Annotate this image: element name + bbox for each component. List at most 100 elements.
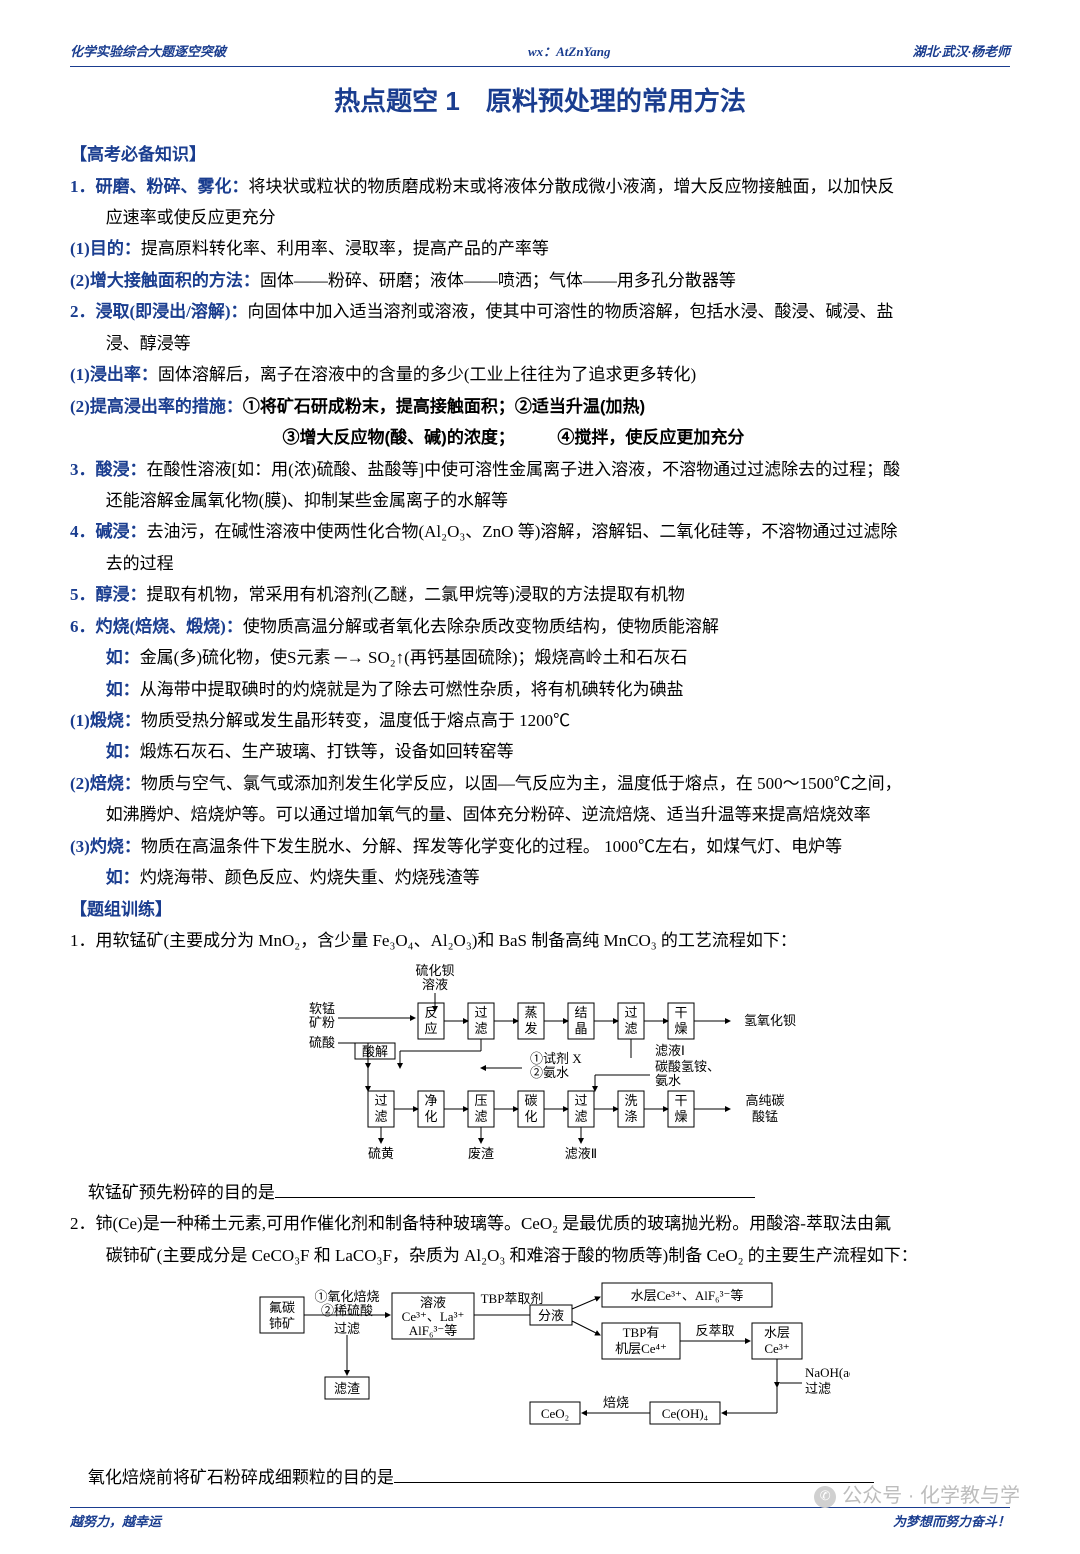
svg-text:化: 化 xyxy=(424,1109,437,1124)
item-4-cont: 去的过程 xyxy=(70,548,1010,579)
svg-text:晶: 晶 xyxy=(574,1021,587,1036)
item-1-cont: 应速率或使反应更充分 xyxy=(70,202,1010,233)
svg-text:Ce(OH)₄: Ce(OH)₄ xyxy=(662,1406,709,1421)
diagram-1: 硫化钡 溶液 软锰 矿粉 硫酸 反应 过滤 蒸发 结晶 过滤 干燥 氢氧化钡 酸… xyxy=(70,963,1010,1173)
svg-text:反: 反 xyxy=(424,1005,437,1020)
item-2-cont: 浸、醇浸等 xyxy=(70,328,1010,359)
svg-text:滤: 滤 xyxy=(474,1109,487,1124)
header-center: wx：AtZnYang xyxy=(528,40,611,64)
item-6-1: (1)煅烧：物质受热分解或发生晶形转变，温度低于熔点高于 1200℃ xyxy=(70,705,1010,736)
item-2-1: (1)浸出率：固体溶解后，离子在溶液中的含量的多少(工业上往往为了追求更多转化) xyxy=(70,359,1010,390)
item-4: 4．碱浸：去油污，在碱性溶液中使两性化合物(Al₂O₃、ZnO 等)溶解，溶解铝… xyxy=(70,516,1010,547)
svg-text:氟碳: 氟碳 xyxy=(269,1300,295,1315)
svg-text:水层Ce³⁺、AlF₆³⁻等: 水层Ce³⁺、AlF₆³⁻等 xyxy=(631,1288,744,1303)
svg-text:TBP有: TBP有 xyxy=(623,1325,660,1340)
svg-text:滤: 滤 xyxy=(574,1109,587,1124)
watermark: ✆ 公众号 · 化学教与学 xyxy=(814,1478,1020,1515)
svg-text:反萃取: 反萃取 xyxy=(695,1323,734,1338)
svg-text:分液: 分液 xyxy=(538,1308,564,1323)
question-2-line2: 碳铈矿(主要成分是 CeCO₃F 和 LaCO₃F，杂质为 Al₂O₃ 和难溶于… xyxy=(70,1240,1010,1271)
question-1-answer: 软锰矿预先粉碎的目的是 xyxy=(70,1177,1010,1208)
page-header: 化学实验综合大题逐空突破 wx：AtZnYang 湖北·武汉·杨老师 xyxy=(70,40,1010,67)
svg-text:Ce³⁺、La³⁺: Ce³⁺、La³⁺ xyxy=(402,1309,465,1324)
svg-text:酸锰: 酸锰 xyxy=(752,1109,778,1124)
svg-text:硫黄: 硫黄 xyxy=(368,1146,394,1161)
header-right: 湖北·武汉·杨老师 xyxy=(912,40,1010,64)
svg-text:干: 干 xyxy=(674,1093,687,1108)
svg-text:Ce³⁺: Ce³⁺ xyxy=(764,1341,789,1356)
svg-text:①试剂 X: ①试剂 X xyxy=(530,1051,582,1066)
item-3: 3．酸浸：在酸性溶液[如：用(浓)硫酸、盐酸等]中使可溶性金属离子进入溶液，不溶… xyxy=(70,454,1010,485)
svg-text:过: 过 xyxy=(474,1005,487,1020)
d1-top-in: 硫化钡 xyxy=(415,963,454,978)
header-left: 化学实验综合大题逐空突破 xyxy=(70,40,226,64)
svg-text:废渣: 废渣 xyxy=(468,1146,494,1161)
svg-text:①氧化焙烧: ①氧化焙烧 xyxy=(314,1289,379,1304)
item-5: 5．醇浸：提取有机物，常采用有机溶剂(乙醚，二氯甲烷等)浸取的方法提取有机物 xyxy=(70,579,1010,610)
svg-text:滤: 滤 xyxy=(624,1021,637,1036)
question-1: 1．用软锰矿(主要成分为 MnO₂，含少量 Fe₃O₄、Al₂O₃)和 BaS … xyxy=(70,925,1010,956)
item-2: 2．浸取(即浸出/溶解)：向固体中加入适当溶剂或溶液，使其中可溶性的物质溶解，包… xyxy=(70,296,1010,327)
item-6-3-eg: 如：灼烧海带、颜色反应、灼烧失重、灼烧残渣等 xyxy=(70,862,1010,893)
item-2-2-line2: ③增大反应物(酸、碱)的浓度； ④搅拌，使反应更加充分 xyxy=(70,422,1010,453)
svg-text:水层: 水层 xyxy=(764,1325,790,1340)
svg-text:氨水: 氨水 xyxy=(655,1073,681,1088)
svg-text:净: 净 xyxy=(424,1093,437,1108)
section-knowledge-head: 【高考必备知识】 xyxy=(70,139,1010,170)
svg-text:过滤: 过滤 xyxy=(334,1321,360,1336)
svg-text:发: 发 xyxy=(524,1021,537,1036)
svg-text:AlF₆³⁻等: AlF₆³⁻等 xyxy=(409,1323,458,1338)
svg-text:TBP萃取剂: TBP萃取剂 xyxy=(481,1291,544,1306)
section-practice-head: 【题组训练】 xyxy=(70,894,1010,925)
item-6-2: (2)焙烧：物质与空气、氯气或添加剂发生化学反应，以固—气反应为主，温度低于熔点… xyxy=(70,768,1010,799)
item-1-1: (1)目的：提高原料转化率、利用率、浸取率，提高产品的产率等 xyxy=(70,233,1010,264)
item-6-3: (3)灼烧：物质在高温条件下发生脱水、分解、挥发等化学变化的过程。 1000℃左… xyxy=(70,831,1010,862)
item-2-2: (2)提高浸出率的措施：①将矿石研成粉末，提高接触面积；②适当升温(加热) xyxy=(70,391,1010,422)
item-6-2-cont: 如沸腾炉、焙烧炉等。可以通过增加氧气的量、固体充分粉碎、逆流焙烧、适当升温等来提… xyxy=(70,799,1010,830)
svg-text:蒸: 蒸 xyxy=(524,1005,537,1020)
svg-text:矿粉: 矿粉 xyxy=(309,1015,335,1030)
diagram-2: 氟碳铈矿 ①氧化焙烧 ②稀硫酸 过滤 溶液 Ce³⁺、La³⁺ AlF₆³⁻等 … xyxy=(70,1277,1010,1457)
item-6-eg2: 如：从海带中提取碘时的灼烧就是为了除去可燃性杂质，将有机碘转化为碘盐 xyxy=(70,674,1010,705)
svg-text:过: 过 xyxy=(574,1093,587,1108)
item-6-1-eg: 如：煅炼石灰石、生产玻璃、打铁等，设备如回转窑等 xyxy=(70,736,1010,767)
svg-text:燥: 燥 xyxy=(674,1109,687,1124)
item-6: 6．灼烧(焙烧、煅烧)：使物质高温分解或者氧化去除杂质改变物质结构，使物质能溶解 xyxy=(70,611,1010,642)
svg-text:化: 化 xyxy=(524,1109,537,1124)
question-2-line1: 2．铈(Ce)是一种稀土元素,可用作催化剂和制备特种玻璃等。CeO₂ 是最优质的… xyxy=(70,1208,1010,1239)
svg-text:滤: 滤 xyxy=(474,1021,487,1036)
svg-text:过: 过 xyxy=(624,1005,637,1020)
svg-text:应: 应 xyxy=(424,1021,437,1036)
svg-text:焙烧: 焙烧 xyxy=(603,1395,629,1410)
svg-text:硫酸: 硫酸 xyxy=(309,1035,335,1050)
svg-text:机层Ce⁴⁺: 机层Ce⁴⁺ xyxy=(615,1341,667,1356)
item-1: 1．研磨、粉碎、雾化：将块状或粒状的物质磨成粉末或将液体分散成微小液滴，增大反应… xyxy=(70,171,1010,202)
svg-text:结: 结 xyxy=(574,1005,587,1020)
svg-text:溶液: 溶液 xyxy=(420,1295,446,1310)
svg-text:过: 过 xyxy=(374,1093,387,1108)
svg-text:氢氧化钡: 氢氧化钡 xyxy=(744,1013,796,1028)
svg-text:碳: 碳 xyxy=(524,1093,537,1108)
svg-text:NaOH(aq): NaOH(aq) xyxy=(805,1365,850,1380)
svg-text:溶液: 溶液 xyxy=(422,977,448,992)
svg-text:酸解: 酸解 xyxy=(362,1044,388,1059)
svg-text:铈矿: 铈矿 xyxy=(269,1316,295,1331)
svg-text:滤液Ⅰ: 滤液Ⅰ xyxy=(655,1043,685,1058)
item-1-2: (2)增大接触面积的方法：固体——粉碎、研磨；液体——喷洒；气体——用多孔分散器… xyxy=(70,265,1010,296)
svg-text:压: 压 xyxy=(474,1093,487,1108)
wechat-icon: ✆ xyxy=(814,1486,836,1508)
svg-text:高纯碳: 高纯碳 xyxy=(745,1093,784,1108)
svg-text:CeO₂: CeO₂ xyxy=(541,1406,569,1421)
svg-text:碳酸氢铵、: 碳酸氢铵、 xyxy=(655,1059,720,1074)
svg-text:滤: 滤 xyxy=(374,1109,387,1124)
svg-text:洗: 洗 xyxy=(624,1093,637,1108)
item-6-eg1: 如：金属(多)硫化物，使S元素 ─→ SO₂↑(再钙基固硫除)；煅烧高岭土和石灰… xyxy=(70,642,1010,673)
item-3-cont: 还能溶解金属氧化物(膜)、抑制某些金属离子的水解等 xyxy=(70,485,1010,516)
svg-text:涤: 涤 xyxy=(624,1109,637,1124)
svg-text:滤液Ⅱ: 滤液Ⅱ xyxy=(565,1146,597,1161)
footer-left: 越努力，越幸运 xyxy=(70,1510,161,1534)
svg-text:②氨水: ②氨水 xyxy=(530,1065,569,1080)
svg-text:燥: 燥 xyxy=(674,1021,687,1036)
svg-text:②稀硫酸: ②稀硫酸 xyxy=(321,1303,373,1318)
svg-text:软锰: 软锰 xyxy=(309,1001,335,1016)
